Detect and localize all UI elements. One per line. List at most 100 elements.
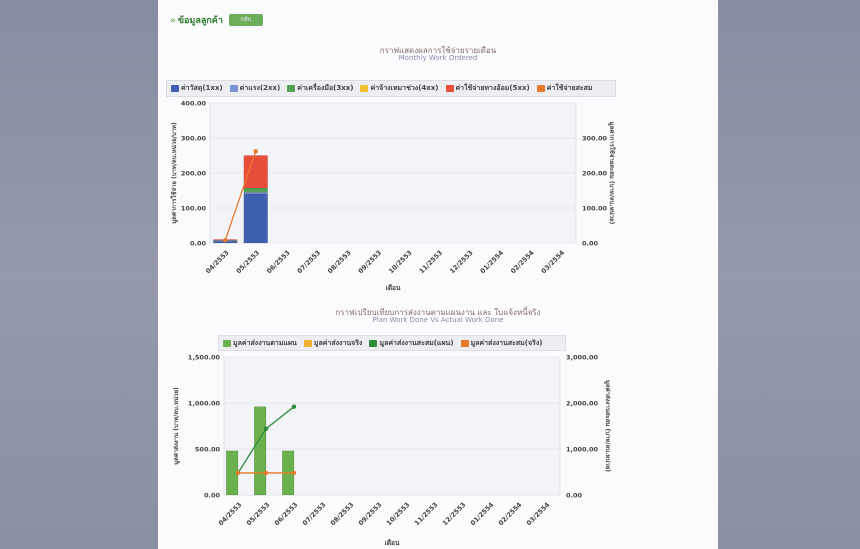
y2-tick-label: 0.00 bbox=[582, 240, 599, 248]
y-axis-title: มูลค่าการใช้จ่าย (บาท/ลบ.หน่วย/บาท) bbox=[170, 122, 179, 224]
legend-label: มูลค่าส่งงานตามแผน bbox=[233, 338, 297, 347]
chart2-plot: 0.00 500.00 1,000.00 1,500.00 0.00 1,000.00 2,… bbox=[173, 354, 611, 548]
x-tick-label: 09/2553 bbox=[357, 249, 384, 276]
y-tick-label: 100.00 bbox=[181, 205, 207, 213]
chart2-legend: มูลค่าส่งงานตามแผน มูลค่าส่งงานจริง มูลค่า… bbox=[218, 335, 566, 351]
y2-axis-title: มูลค่าส่งงานสะสม (บาท/ลบ.หน่วย) bbox=[603, 380, 611, 472]
x-tick-label: 08/2553 bbox=[329, 501, 356, 528]
legend-item[interactable]: ค่าจ้างเหมาช่วง(4xx) bbox=[360, 83, 439, 94]
x-tick-label: 07/2553 bbox=[301, 501, 328, 528]
bar-segment bbox=[243, 192, 268, 195]
arrow-icon: » bbox=[170, 16, 176, 26]
y-tick-label: 0.00 bbox=[190, 240, 207, 248]
legend-item[interactable]: ค่าเครื่องมือ(3xx) bbox=[287, 83, 353, 94]
y-axis-title: มูลค่าส่งงาน (บาท/ลบ.หน่วย) bbox=[173, 387, 181, 465]
y2-tick-label: 2,000.00 bbox=[566, 400, 599, 408]
x-tick-label: 04/2553 bbox=[204, 249, 231, 276]
y-tick-label: 200.00 bbox=[181, 170, 207, 178]
x-tick-label: 11/2553 bbox=[413, 501, 440, 528]
back-button[interactable]: กลับ bbox=[228, 14, 263, 26]
chart1-title: กราฟแสดงผลการใช้จ่ายรายเดือน bbox=[379, 46, 497, 55]
plot-area bbox=[223, 356, 561, 496]
x-tick-label: 02/2554 bbox=[497, 500, 524, 527]
series-line bbox=[224, 151, 257, 241]
top-bar: » ข้อมูลลูกค้า กลับ bbox=[170, 12, 263, 28]
y2-tick-label: 100.00 bbox=[582, 205, 608, 213]
legend-label: มูลค่าส่งงานสะสม(จริง) bbox=[470, 338, 543, 347]
y2-axis-title: มูลค่าการใช้จ่ายสะสม (บาท/ลบ.หน่วย) bbox=[607, 122, 616, 225]
legend-label: ค่าเครื่องมือ(3xx) bbox=[297, 84, 354, 92]
legend-swatch bbox=[229, 85, 238, 92]
legend-swatch bbox=[360, 85, 369, 92]
y2-tick-label: 200.00 bbox=[582, 170, 608, 178]
legend-item[interactable]: มูลค่าส่งงานจริง bbox=[303, 338, 363, 349]
x-tick-label: 06/2553 bbox=[265, 249, 292, 276]
chart2-subtitle: Plan Work Done Vs Actual Work Done bbox=[372, 316, 504, 324]
legend-item[interactable]: มูลค่าส่งงานสะสม(แผน) bbox=[369, 338, 454, 349]
bar-segment bbox=[243, 187, 268, 193]
x-tick-label: 03/2554 bbox=[525, 500, 552, 527]
x-tick-label: 03/2554 bbox=[540, 248, 567, 275]
x-tick-label: 10/2553 bbox=[387, 249, 414, 276]
legend-item[interactable]: ค่าใช้จ่ายสะสม bbox=[536, 83, 593, 94]
right-gutter bbox=[718, 0, 860, 549]
left-gutter bbox=[0, 0, 158, 549]
x-tick-label: 05/2553 bbox=[245, 501, 272, 528]
legend-swatch bbox=[287, 85, 296, 92]
legend-swatch bbox=[460, 339, 469, 347]
y-tick-label: 1,000.00 bbox=[188, 400, 221, 408]
legend-item[interactable]: มูลค่าส่งงานตามแผน bbox=[223, 338, 297, 349]
back-link[interactable]: » ข้อมูลลูกค้า bbox=[170, 13, 223, 27]
legend-swatch bbox=[536, 85, 545, 92]
y2-tick-label: 0.00 bbox=[566, 492, 583, 500]
legend-item[interactable]: ค่าแรง(2xx) bbox=[229, 83, 281, 94]
y-tick-label: 1,500.00 bbox=[188, 354, 221, 362]
y2-tick-label: 300.00 bbox=[582, 135, 608, 143]
legend-label: ค่าใช้จ่ายสะสม bbox=[546, 84, 593, 92]
x-axis-title: เดือน bbox=[386, 284, 401, 292]
series-point bbox=[263, 426, 269, 431]
legend-item[interactable]: มูลค่าส่งงานสะสม(จริง) bbox=[460, 338, 543, 349]
x-tick-label: 09/2553 bbox=[357, 501, 384, 528]
series-point bbox=[291, 404, 297, 409]
y-tick-label: 300.00 bbox=[181, 135, 207, 143]
series-point bbox=[223, 238, 228, 243]
legend-item[interactable]: ค่าวัสดุ(1xx) bbox=[171, 83, 223, 94]
legend-item[interactable]: ค่าใช้จ่ายทางอ้อม(5xx) bbox=[445, 83, 530, 94]
legend-label: ค่าแรง(2xx) bbox=[239, 84, 281, 92]
legend-label: มูลค่าส่งงานสะสม(แผน) bbox=[379, 338, 454, 347]
y2-tick-label: 1,000.00 bbox=[566, 446, 599, 454]
legend-swatch bbox=[223, 339, 231, 347]
chart2-title: กราฟเปรียบเทียบการส่งงานตามแผนงาน และ ใบ… bbox=[335, 308, 541, 317]
bar bbox=[253, 406, 267, 496]
legend-label: ค่าจ้างเหมาช่วง(4xx) bbox=[370, 84, 439, 92]
x-tick-label: 06/2553 bbox=[273, 501, 300, 528]
x-tick-label: 11/2553 bbox=[418, 249, 445, 276]
legend-swatch bbox=[445, 85, 454, 92]
legend-label: ค่าใช้จ่ายทางอ้อม(5xx) bbox=[455, 84, 530, 92]
x-tick-label: 07/2553 bbox=[296, 249, 323, 276]
x-tick-label: 04/2553 bbox=[217, 501, 244, 528]
x-tick-label: 05/2553 bbox=[235, 249, 262, 276]
bar-segment bbox=[243, 193, 268, 244]
legend-swatch bbox=[369, 339, 378, 347]
x-tick-label: 01/2554 bbox=[469, 500, 496, 527]
legend-label: ค่าวัสดุ(1xx) bbox=[181, 84, 223, 92]
y-tick-label: 400.00 bbox=[181, 100, 207, 108]
x-tick-label: 10/2553 bbox=[385, 501, 412, 528]
series-point bbox=[291, 470, 297, 476]
chart1-plot: 0.00 100.00 200.00 300.00 400.00 0.00 100.00 20… bbox=[170, 100, 616, 293]
chart1-legend: ค่าวัสดุ(1xx) ค่าแรง(2xx) ค่าเครื่องมือ(3x… bbox=[166, 80, 616, 97]
y2-tick-label: 3,000.00 bbox=[566, 354, 599, 362]
chart1-subtitle: Monthly Work Ordered bbox=[398, 54, 478, 62]
legend-swatch bbox=[171, 85, 179, 92]
y-tick-label: 500.00 bbox=[195, 446, 221, 454]
y-tick-label: 0.00 bbox=[204, 492, 221, 500]
x-tick-label: 08/2553 bbox=[326, 249, 353, 276]
x-tick-label: 12/2553 bbox=[448, 249, 475, 276]
x-axis-title: เดือน bbox=[385, 539, 400, 547]
legend-swatch bbox=[303, 339, 312, 347]
x-tick-label: 01/2554 bbox=[479, 248, 506, 275]
series-point bbox=[235, 470, 241, 476]
legend-label: มูลค่าส่งงานจริง bbox=[313, 338, 363, 347]
